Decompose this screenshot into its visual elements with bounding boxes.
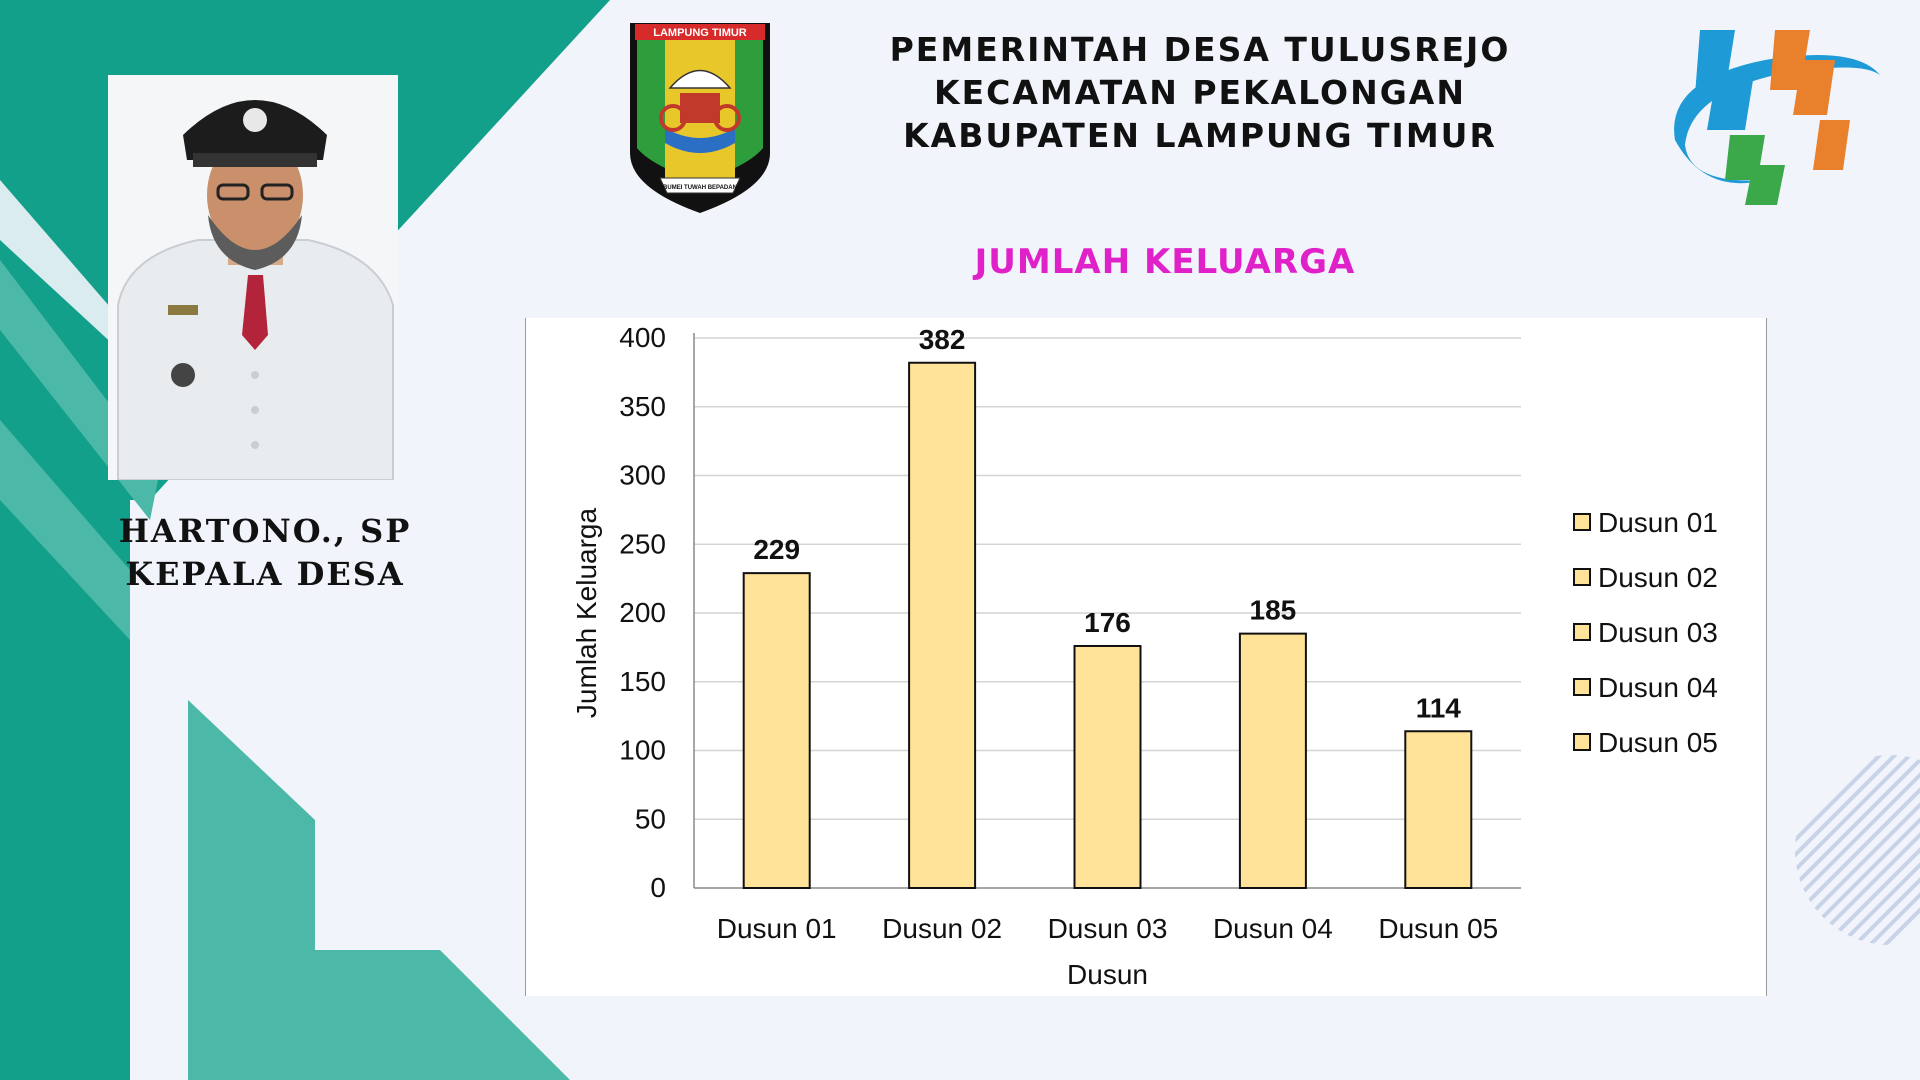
bar-chart: 0 50 100 150 200 250 300 350 400 229 Dusun 01 382 Du…: [571, 322, 1718, 990]
legend-swatch: [1573, 623, 1591, 641]
bar: [1073, 645, 1142, 889]
x-tick-label: Dusun 03: [1048, 913, 1168, 944]
striped-circle-decoration: [1795, 755, 1920, 945]
bar: [1404, 730, 1473, 889]
header-line-2: KECAMATAN PEKALONGAN: [934, 73, 1466, 112]
header-line-3: KABUPATEN LAMPUNG TIMUR: [903, 116, 1497, 155]
x-tick-label: Dusun 04: [1213, 913, 1333, 944]
crest-banner-text: LAMPUNG TIMUR: [653, 27, 747, 39]
x-tick-label: Dusun 05: [1378, 913, 1498, 944]
chart-title: JUMLAH KELUARGA: [974, 242, 1356, 282]
data-label: 185: [1250, 595, 1297, 626]
legend-swatch: [1573, 513, 1591, 531]
y-tick-label: 0: [650, 872, 666, 903]
y-tick-label: 150: [619, 666, 666, 697]
y-tick-label: 400: [619, 322, 666, 353]
y-tick-label: 350: [619, 391, 666, 422]
teal-block-bottom: [188, 700, 570, 1080]
data-label: 229: [753, 534, 800, 565]
chart-panel: 0 50 100 150 200 250 300 350 400 229 Dusun 01 382 Du…: [525, 318, 1767, 996]
official-position: KEPALA DESA: [125, 555, 405, 593]
y-tick-label: 100: [619, 735, 666, 766]
legend-entry: Dusun 02: [1598, 562, 1718, 593]
data-label: 382: [919, 324, 966, 355]
bar: [1238, 632, 1307, 889]
legend-swatch: [1573, 568, 1591, 586]
bps-logo: [1674, 30, 1880, 205]
legend-entry: Dusun 04: [1598, 672, 1718, 703]
legend-swatch: [1573, 733, 1591, 751]
y-tick-label: 50: [635, 803, 666, 834]
white-diagonal-stripe: [0, 180, 130, 360]
legend-swatch: [1573, 678, 1591, 696]
legend-entry: Dusun 03: [1598, 617, 1718, 648]
teal-dark-bottom: [0, 640, 130, 1080]
data-label: 176: [1084, 607, 1131, 638]
lampung-timur-crest-logo: LAMPUNG TIMUR BUMEI TUWAH BEPADAN: [630, 23, 770, 213]
y-axis-title: Jumlah Keluarga: [571, 508, 602, 719]
crest-motto-text: BUMEI TUWAH BEPADAN: [663, 185, 737, 191]
header-line-1: PEMERINTAH DESA TULUSREJO: [889, 30, 1511, 69]
teal-light-lower: [0, 420, 130, 640]
legend-entry: Dusun 01: [1598, 507, 1718, 538]
data-label: 114: [1416, 692, 1462, 723]
x-axis-title: Dusun: [1067, 959, 1148, 990]
official-name: HARTONO., SP: [118, 512, 412, 550]
x-tick-label: Dusun 01: [717, 913, 837, 944]
bar: [742, 572, 811, 889]
y-tick-label: 250: [619, 528, 666, 559]
y-tick-label: 300: [619, 460, 666, 491]
legend-entry: Dusun 05: [1598, 727, 1718, 758]
x-tick-label: Dusun 02: [882, 913, 1002, 944]
bar: [908, 361, 977, 889]
y-tick-label: 200: [619, 597, 666, 628]
official-photo: [108, 75, 398, 480]
